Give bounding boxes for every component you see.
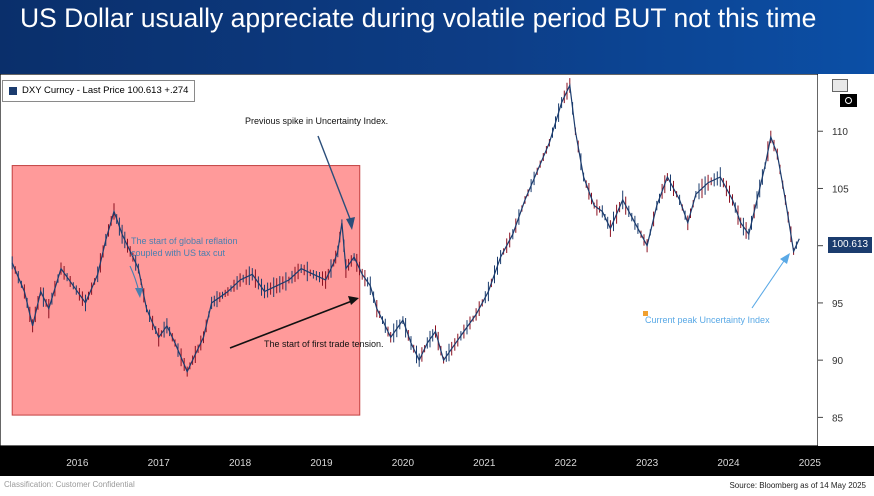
- chart-type-icon[interactable]: [832, 79, 848, 92]
- x-tick-label: 2022: [555, 458, 578, 469]
- x-tick-label: 2024: [717, 458, 740, 469]
- x-tick-label: 2019: [310, 458, 333, 469]
- price-chart: 859095100105110 201620172018201920202021…: [0, 74, 874, 476]
- legend: DXY Curncy - Last Price 100.613 +.274: [2, 80, 196, 102]
- current-value-badge: 100.613: [828, 237, 872, 253]
- current-peak-marker: [643, 311, 648, 316]
- x-tick-label: 2017: [148, 458, 171, 469]
- arrow-current-peak: [751, 257, 787, 309]
- arrowhead-global-reflation: [135, 288, 143, 298]
- source-label: Source: Bloomberg as of 14 May 2025: [729, 481, 866, 490]
- annotation-previous-spike: Previous spike in Uncertainty Index.: [245, 116, 388, 126]
- x-tick-label: 2016: [66, 458, 89, 469]
- highlight-zone: [11, 165, 361, 416]
- y-tick-label: 90: [832, 356, 844, 367]
- x-tick-label: 2020: [392, 458, 415, 469]
- arrowhead-previous-spike: [346, 217, 355, 230]
- x-tick-label: 2021: [473, 458, 496, 469]
- x-tick-label: 2018: [229, 458, 252, 469]
- x-tick-label: 2023: [636, 458, 659, 469]
- y-tick-label: 85: [832, 413, 844, 424]
- x-tick-label: 2025: [799, 458, 822, 469]
- arrowhead-current-peak: [780, 253, 790, 264]
- arrowhead-trade-tension: [348, 296, 359, 305]
- annotation-trade-tension: The start of first trade tension.: [264, 339, 384, 349]
- title-banner: US Dollar usually appreciate during vola…: [0, 0, 874, 74]
- price-line: [11, 83, 800, 374]
- y-tick-label: 95: [832, 299, 844, 310]
- classification-label: Classification: Customer Confidential: [4, 480, 135, 489]
- x-axis-band: [0, 446, 874, 476]
- chart-area: 859095100105110 201620172018201920202021…: [0, 74, 874, 476]
- annotation-global-reflation-line2: coupled with US tax cut: [131, 248, 226, 258]
- page-title: US Dollar usually appreciate during vola…: [20, 3, 817, 33]
- arrow-trade-tension: [229, 300, 353, 349]
- footer: Classification: Customer Confidential So…: [0, 476, 874, 496]
- legend-label: DXY Curncy - Last Price 100.613 +.274: [22, 85, 189, 96]
- annotation-global-reflation-line1: The start of global reflation: [131, 236, 238, 246]
- y-tick-label: 110: [832, 127, 848, 138]
- y-axis-panel: [818, 74, 874, 446]
- annotation-current-peak: Current peak Uncertainty Index: [645, 315, 770, 325]
- y-tick-label: 105: [832, 184, 849, 195]
- x-axis: 2016 2017 2018 2019 2020 2021 2022 2023 2024 2025: [66, 458, 821, 469]
- camera-icon[interactable]: [840, 94, 857, 107]
- legend-swatch: [9, 87, 17, 95]
- arrow-previous-spike: [317, 135, 353, 225]
